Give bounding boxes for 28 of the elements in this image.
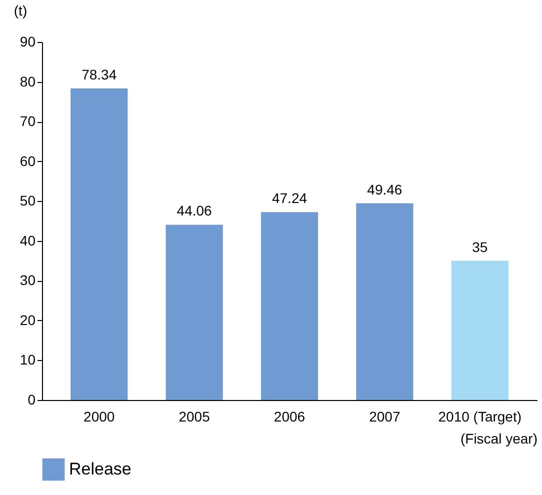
legend-label: Release [69,460,132,478]
bar [356,203,414,400]
y-tick-label: 50 [20,192,36,209]
bar [166,224,223,400]
data-label: 35 [472,238,488,255]
y-tick-label: 80 [20,73,36,90]
y-tick-label: 10 [20,352,36,368]
y-tick-label: 60 [20,152,36,169]
x-tick-label: 2007 [369,408,400,424]
y-tick-label: 70 [20,113,36,130]
x-tick-label: 2005 [178,408,210,424]
data-label: 47.24 [272,190,308,206]
y-tick-label: 0 [28,392,36,408]
x-tick-label: 2006 [274,408,306,424]
data-label: 49.46 [367,181,402,198]
data-label: 44.06 [176,202,212,219]
y-tick-label: 30 [20,272,36,288]
y-tick-label: 40 [20,232,36,248]
data-label: 78.34 [82,66,117,82]
x-tick-label: 2000 [84,408,115,424]
y-axis-title: (t) [14,2,28,18]
x-axis-title: (Fiscal year) [460,430,538,446]
x-tick-label: 2010 (Target) [438,408,522,424]
bar [70,88,128,400]
bar [451,260,508,400]
bar [260,212,318,400]
y-tick-label: 20 [20,312,36,328]
y-tick-label: 90 [20,34,36,50]
